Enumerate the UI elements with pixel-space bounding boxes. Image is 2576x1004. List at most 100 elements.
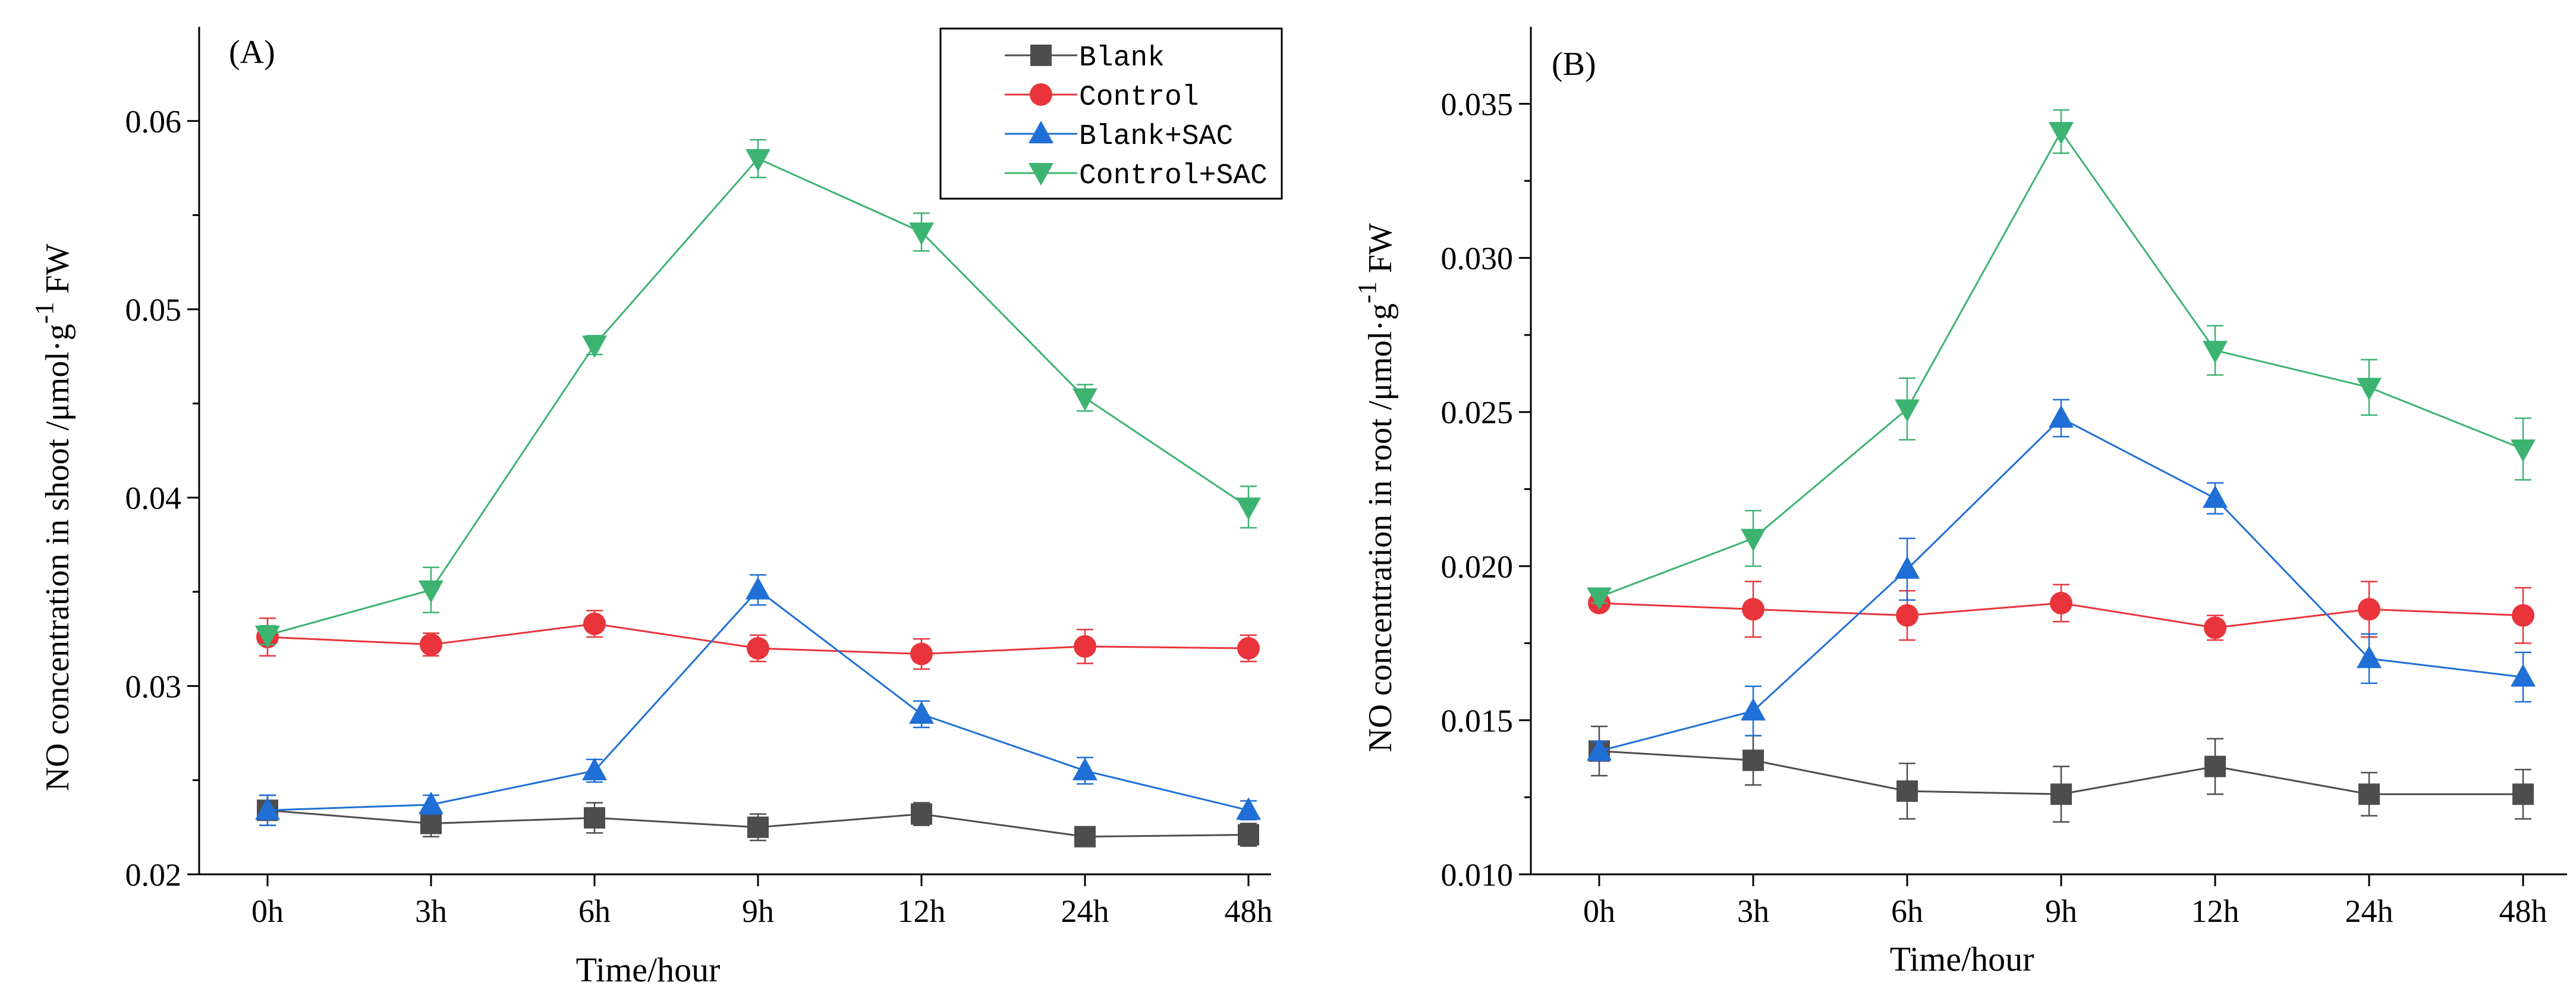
panel-b-chart: 0.010 0.015 0.020 0.025 0.030 0.035 0h 3h 6h 9h 12… (1353, 27, 2567, 978)
panel-b-point-control-sac (2511, 439, 2536, 462)
panel-b-x-tick-label: 0h (1583, 893, 1615, 929)
panel-b-point-blank (2050, 783, 2072, 805)
legend-label-control-sac: Control+SAC (1079, 160, 1267, 192)
panel-b-y-axis-title-main: NO concentration in root /μmol·g (1362, 303, 1399, 752)
panel-a-point-blank-sac (1072, 757, 1097, 780)
panel-b-label: (B) (1552, 46, 1596, 83)
panel-b-point-control-sac (1587, 587, 1612, 610)
panel-b-series-blank-sac (1587, 399, 2536, 761)
panel-a-point-control-sac (909, 222, 934, 246)
panel-a-x-axis-title: Time/hour (576, 950, 721, 989)
panel-a-x-tick-label: 12h (898, 893, 946, 929)
panel-b-point-blank-sac (2049, 405, 2074, 428)
legend: Blank Control Blank+SAC Control+SAC (939, 27, 1283, 200)
panel-b-point-blank-sac (1587, 738, 1612, 761)
panel-a-x-tick-label: 24h (1061, 893, 1109, 929)
panel-b-point-control-sac (1895, 399, 1920, 422)
legend-label-blank: Blank (1079, 42, 1165, 74)
panel-b-point-control (2358, 598, 2380, 621)
panel-a-point-control-sac (1072, 388, 1097, 411)
panel-a-point-blank (1074, 826, 1096, 848)
panel-b-point-control-sac (2357, 378, 2382, 401)
panel-b-series-control-sac (1587, 109, 2536, 610)
panel-b-x-tick-label: 3h (1737, 893, 1769, 929)
legend-label-control: Control (1079, 81, 1199, 114)
panel-a-point-blank-sac (582, 757, 607, 780)
panel-b-point-blank-sac (2357, 645, 2382, 669)
panel-b-point-control (1896, 604, 1918, 627)
panel-b-x-tick-label: 6h (1891, 893, 1923, 929)
panel-a-point-control (420, 633, 442, 656)
panel-a-point-blank (1238, 824, 1259, 846)
panel-b-y-tick-label: 0.025 (1441, 395, 1514, 431)
panel-a-point-blank (584, 807, 605, 829)
panel-b-x-tick-label: 12h (2191, 893, 2240, 929)
panel-a-x-tick-label: 0h (251, 893, 284, 929)
panel-b-point-control-sac (1741, 529, 1766, 552)
panel-a-x-tick-label: 9h (742, 893, 774, 929)
panel-b-point-blank-sac (2203, 485, 2228, 508)
panel-a-y-axis-title-main: NO concentration in shoot /μmol·g (39, 324, 76, 791)
legend-box (939, 27, 1283, 200)
panel-a-point-control-sac (419, 580, 444, 603)
legend-triangle-up-marker (1028, 121, 1053, 143)
panel-b-point-control-sac (2049, 122, 2074, 145)
panel-a-y-tick-label: 0.05 (125, 292, 182, 328)
panel-a-x-tick-label: 48h (1225, 893, 1273, 929)
legend-triangle-down-marker (1028, 163, 1053, 186)
legend-circle-marker (1030, 83, 1052, 106)
legend-square-marker (1030, 45, 1052, 66)
legend-item-control-sac: Control+SAC (1005, 160, 1267, 192)
panel-b-series (1587, 109, 2536, 823)
panel-b-frame (1530, 27, 2567, 876)
panel-a-chart: 0.02 0.03 0.04 0.05 0.06 0h 3h 6h 9h 12h 24h 48h (A… (30, 27, 1283, 989)
panel-a-point-control-sac (746, 149, 770, 172)
panel-a-point-blank (911, 803, 932, 825)
panel-b-point-blank (2512, 783, 2534, 805)
panel-a-point-control (1074, 635, 1096, 658)
panel-a-series-control (256, 610, 1260, 670)
panel-b-y-tick-label: 0.035 (1441, 87, 1514, 123)
panel-a-point-blank-sac (909, 701, 934, 724)
panel-b-y-axis-title-sup: -1 (1353, 281, 1382, 303)
panel-a-point-control (910, 642, 933, 666)
panel-b-point-control (2204, 616, 2226, 639)
panel-a-y-tick-label: 0.06 (125, 103, 182, 139)
panel-a-ticks: 0.02 0.03 0.04 0.05 0.06 0h 3h 6h 9h 12h 24h 48h (125, 103, 1273, 929)
panel-a-y-tick-label: 0.04 (125, 481, 182, 516)
panel-b-point-blank (1743, 749, 1764, 771)
panel-b-ticks: 0.010 0.015 0.020 0.025 0.030 0.035 0h 3h 6h 9h 12… (1441, 87, 2547, 929)
panel-b-point-blank (1896, 780, 1918, 802)
panel-b-y-tick-label: 0.020 (1441, 549, 1514, 585)
panel-a-y-axis-title: NO concentration in shoot /μmol·g-1 FW (30, 244, 76, 792)
legend-item-blank: Blank (1005, 42, 1165, 74)
legend-item-control: Control (1005, 81, 1199, 114)
panel-b-x-tick-label: 24h (2345, 893, 2393, 929)
panel-a-y-tick-label: 0.03 (125, 669, 182, 704)
panel-b-point-blank (2204, 755, 2226, 777)
panel-b-point-control (1742, 598, 1764, 621)
panel-a-series-blank-sac (255, 574, 1261, 826)
panel-a-line-blank-sac (267, 588, 1249, 811)
panel-b-series-control (1588, 581, 2534, 644)
panel-a-point-control (583, 612, 606, 635)
panel-b-x-tick-label: 9h (2045, 893, 2077, 929)
panel-b-y-tick-label: 0.010 (1441, 857, 1514, 893)
panel-a-series-blank (257, 794, 1259, 848)
panel-a-y-axis-title-sup: -1 (30, 302, 59, 324)
panel-b-point-control-sac (2203, 341, 2228, 364)
panel-a-point-blank-sac (419, 791, 444, 814)
panel-a-line-control-sac (267, 157, 1249, 636)
panel-a-point-control (1237, 637, 1260, 660)
panel-b-y-tick-label: 0.030 (1441, 241, 1514, 277)
panel-b-point-control (2050, 592, 2072, 614)
panel-a-y-tick-label: 0.02 (125, 857, 182, 893)
panel-b-y-axis-title-tail: FW (1362, 223, 1399, 273)
panel-a-y-axis-title-tail: FW (39, 244, 76, 294)
panel-a-point-control-sac (255, 625, 280, 648)
panel-b-point-blank (2358, 783, 2380, 805)
panel-a-point-blank (747, 816, 769, 838)
panel-b-x-tick-label: 48h (2499, 893, 2547, 929)
panel-b-line-control-sac (1599, 130, 2524, 598)
